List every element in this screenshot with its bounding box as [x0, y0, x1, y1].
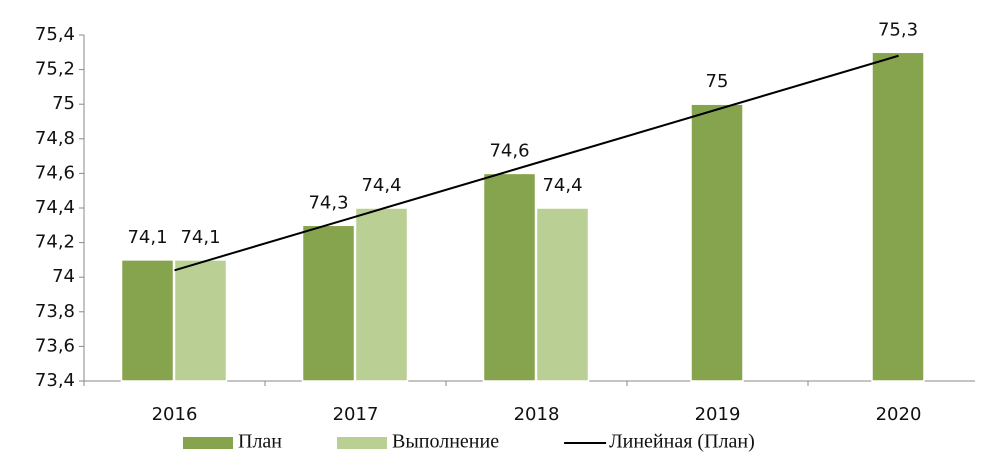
bar: [120, 259, 175, 382]
bar: [354, 207, 409, 382]
legend-swatch: [337, 437, 388, 449]
y-tick-label: 74,6: [35, 162, 75, 183]
x-tick-label: 2016: [152, 404, 198, 425]
x-tick-label: 2019: [695, 404, 741, 425]
y-tick-label: 75: [52, 93, 75, 114]
bar: [690, 103, 744, 382]
bar: [301, 224, 356, 382]
y-tick-label: 73,8: [35, 301, 75, 322]
data-label: 74,4: [361, 175, 401, 196]
bar: [482, 172, 537, 382]
y-tick-label: 73,6: [35, 335, 75, 356]
y-tick-label: 74,4: [35, 197, 75, 218]
y-tick-label: 75,4: [35, 24, 75, 45]
y-tick-label: 74,8: [35, 128, 75, 149]
data-label: 74,1: [127, 227, 167, 248]
data-label: 74,4: [542, 175, 582, 196]
bar: [535, 207, 590, 382]
x-tick-label: 2020: [876, 404, 922, 425]
legend-swatch: [183, 437, 233, 449]
x-tick-label: 2018: [514, 404, 560, 425]
legend-label: План: [238, 431, 282, 453]
legend-label: Линейная (План): [609, 431, 755, 453]
legend-label: Выполнение: [392, 431, 499, 453]
data-label: 75: [706, 71, 729, 92]
data-label: 74,6: [489, 140, 529, 161]
bar: [871, 51, 925, 382]
y-tick-label: 75,2: [35, 59, 75, 80]
y-tick-label: 73,4: [35, 370, 75, 391]
trend-line: [174, 54, 899, 272]
data-label: 74,1: [180, 227, 220, 248]
y-tick-label: 74,2: [35, 232, 75, 253]
bar: [173, 259, 228, 382]
data-label: 75,3: [878, 19, 918, 40]
x-tick-label: 2017: [333, 404, 379, 425]
data-label: 74,3: [308, 192, 348, 213]
y-tick-label: 74: [52, 266, 75, 287]
